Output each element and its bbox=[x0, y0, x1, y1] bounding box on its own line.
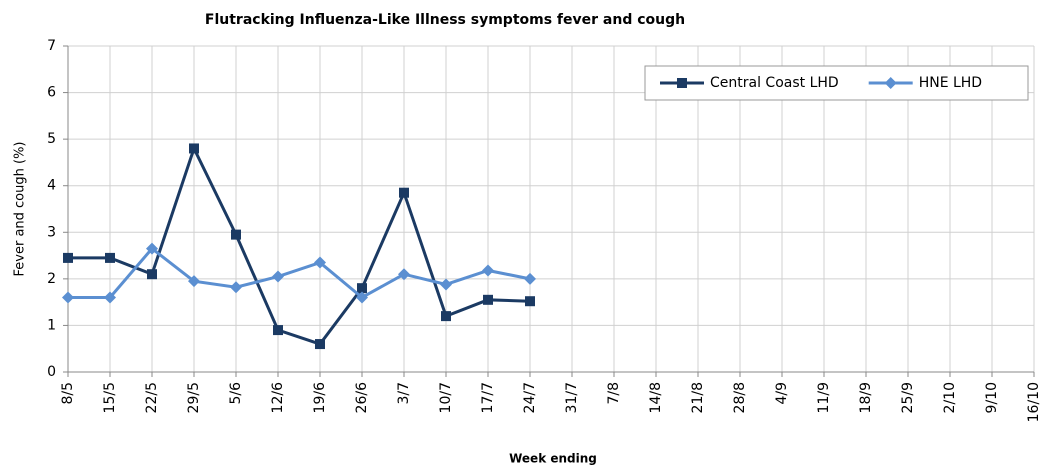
x-tick-label: 21/8 bbox=[690, 382, 706, 413]
x-tick-label: 16/10 bbox=[1026, 382, 1042, 422]
x-tick-label: 12/6 bbox=[270, 382, 286, 414]
y-tick-label: 0 bbox=[47, 364, 56, 380]
marker bbox=[440, 278, 452, 291]
x-tick-label: 2/10 bbox=[942, 382, 958, 413]
marker bbox=[188, 275, 200, 288]
x-tick-label: 29/5 bbox=[186, 382, 202, 413]
legend: Central Coast LHD HNE LHD bbox=[644, 65, 1029, 101]
marker bbox=[399, 187, 409, 198]
marker bbox=[357, 283, 367, 294]
x-tick-label: 15/5 bbox=[102, 382, 118, 413]
marker bbox=[315, 339, 325, 350]
x-tick-label: 11/9 bbox=[816, 382, 832, 413]
y-tick-label: 2 bbox=[47, 271, 56, 287]
chart-title: Flutracking Influenza-Like Illness sympt… bbox=[205, 12, 685, 28]
x-tick-label: 4/9 bbox=[774, 382, 790, 405]
marker bbox=[525, 296, 535, 307]
series-line bbox=[68, 246, 531, 300]
x-tick-label: 8/5 bbox=[60, 382, 76, 405]
x-tick-label: 31/7 bbox=[564, 382, 580, 413]
marker bbox=[398, 268, 410, 281]
marker bbox=[230, 281, 242, 294]
legend-label: Central Coast LHD bbox=[710, 75, 839, 91]
y-tick-label: 1 bbox=[47, 317, 56, 333]
marker bbox=[189, 143, 199, 154]
x-tick-label: 5/6 bbox=[228, 382, 244, 405]
marker bbox=[63, 252, 73, 263]
x-axis-label: Week ending bbox=[509, 452, 597, 466]
y-tick-label: 3 bbox=[47, 224, 56, 240]
marker bbox=[272, 270, 284, 283]
y-axis-label: Fever and cough (%) bbox=[13, 142, 28, 277]
x-tick-label: 22/5 bbox=[144, 382, 160, 413]
marker bbox=[62, 291, 74, 304]
y-tick-label: 6 bbox=[47, 85, 56, 101]
legend-box bbox=[644, 65, 1029, 101]
x-tick-label: 17/7 bbox=[480, 382, 496, 413]
marker bbox=[104, 291, 116, 304]
marker bbox=[231, 229, 241, 240]
marker bbox=[884, 77, 897, 89]
x-tick-label: 25/9 bbox=[900, 382, 916, 413]
x-tick-label: 19/6 bbox=[312, 382, 328, 414]
marker bbox=[314, 256, 326, 269]
y-tick-label: 4 bbox=[47, 178, 56, 194]
x-tick-label: 18/9 bbox=[858, 382, 874, 413]
marker bbox=[441, 311, 451, 322]
x-tick-label: 7/8 bbox=[606, 382, 622, 405]
marker bbox=[677, 78, 687, 88]
x-tick-label: 3/7 bbox=[396, 382, 412, 405]
marker bbox=[105, 252, 115, 263]
marker bbox=[147, 269, 157, 280]
x-tick-label: 28/8 bbox=[732, 382, 748, 413]
marker bbox=[483, 294, 493, 305]
y-tick-label: 7 bbox=[47, 38, 56, 54]
legend-label: HNE LHD bbox=[919, 75, 982, 91]
x-tick-label: 14/8 bbox=[648, 382, 664, 413]
x-tick-label: 9/10 bbox=[984, 382, 1000, 413]
marker bbox=[524, 272, 536, 285]
y-tick-label: 5 bbox=[47, 131, 56, 147]
x-tick-label: 10/7 bbox=[438, 382, 454, 413]
marker bbox=[146, 242, 158, 255]
marker bbox=[356, 291, 368, 304]
marker bbox=[273, 325, 283, 336]
x-tick-label: 26/6 bbox=[354, 382, 370, 414]
marker bbox=[482, 264, 494, 277]
series-line bbox=[68, 144, 531, 346]
x-tick-label: 24/7 bbox=[522, 382, 538, 413]
